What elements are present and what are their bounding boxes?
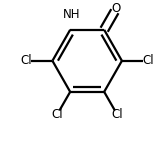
Text: NH: NH — [63, 8, 80, 21]
Text: Cl: Cl — [111, 108, 123, 121]
Text: Cl: Cl — [20, 54, 32, 67]
Text: O: O — [112, 2, 121, 15]
Text: Cl: Cl — [142, 54, 154, 67]
Text: Cl: Cl — [51, 108, 63, 121]
